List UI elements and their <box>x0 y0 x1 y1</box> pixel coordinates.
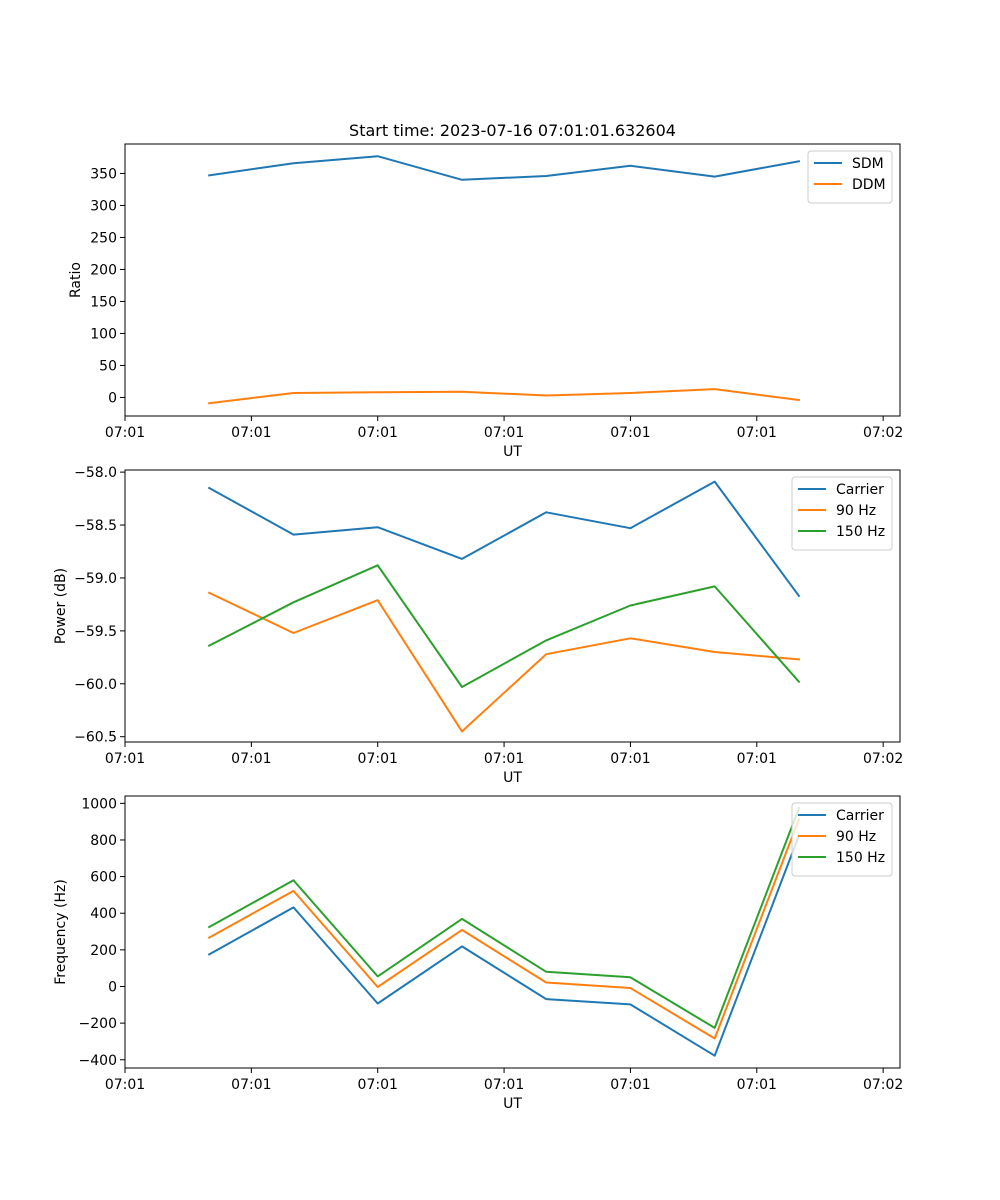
x-tick-label: 07:01 <box>231 751 271 767</box>
x-tick-label: 07:01 <box>105 1077 145 1093</box>
legend-label: DDM <box>852 177 886 193</box>
x-tick-label: 07:01 <box>610 751 650 767</box>
y-tick-label: 300 <box>90 198 117 214</box>
legend: Carrier 90 Hz 150 Hz <box>791 476 893 551</box>
x-tick-label: 07:02 <box>863 1077 903 1093</box>
legend-label: 90 Hz <box>836 503 876 519</box>
subplot-3: 07:01 07:01 07:01 07:01 07:01 07:01 07:02 −400 −… <box>53 795 903 1112</box>
x-tick-label: 07:01 <box>105 751 145 767</box>
plot-frame <box>124 795 901 1069</box>
plot-frame <box>124 143 901 417</box>
series-line-90-hz <box>207 818 801 1040</box>
x-tick-label: 07:01 <box>484 425 524 441</box>
legend-label: 150 Hz <box>836 850 885 866</box>
x-tick-label: 07:01 <box>358 1077 398 1093</box>
x-tick-label: 07:01 <box>610 1077 650 1093</box>
subplot-1: Start time: 2023-07-16 07:01:01.632604 07… <box>68 121 903 460</box>
y-axis-label: Ratio <box>68 262 84 298</box>
legend-label: Carrier <box>836 808 884 824</box>
x-tick-label: 07:01 <box>737 751 777 767</box>
y-tick-label: 600 <box>90 870 117 886</box>
legend-label: 90 Hz <box>836 829 876 845</box>
y-axis-label: Frequency (Hz) <box>53 879 69 985</box>
y-tick-label: 1000 <box>81 796 117 812</box>
series-line-90-hz <box>207 591 800 733</box>
chart-title: Start time: 2023-07-16 07:01:01.632604 <box>349 121 676 140</box>
x-tick-label: 07:01 <box>358 425 398 441</box>
series-line-150-hz <box>207 807 801 1029</box>
series-line-carrier <box>207 480 801 598</box>
x-tick-label: 07:01 <box>105 425 145 441</box>
x-tick-label: 07:01 <box>231 1077 271 1093</box>
subplot-2: 07:01 07:01 07:01 07:01 07:01 07:01 07:02 −60.5… <box>53 465 903 786</box>
x-tick-label: 07:01 <box>358 751 398 767</box>
x-tick-label: 07:02 <box>863 425 903 441</box>
y-tick-label: −58.5 <box>74 518 117 534</box>
y-tick-label: −60.5 <box>74 730 117 746</box>
x-tick-label: 07:01 <box>737 1077 777 1093</box>
y-tick-label: 250 <box>90 230 117 246</box>
legend: SDM DDM <box>807 150 893 204</box>
x-tick-label: 07:01 <box>231 425 271 441</box>
legend-label: SDM <box>852 156 884 172</box>
y-tick-label: 150 <box>90 294 117 310</box>
y-tick-label: 100 <box>90 326 117 342</box>
series-line-sdm <box>208 155 801 181</box>
y-tick-label: −200 <box>79 1016 117 1032</box>
x-axis-label: UT <box>503 444 522 460</box>
x-tick-label: 07:01 <box>484 751 524 767</box>
y-tick-label: −58.0 <box>74 465 117 481</box>
x-tick-label: 07:01 <box>484 1077 524 1093</box>
y-tick-label: 200 <box>90 262 117 278</box>
series-line-150-hz <box>207 564 801 688</box>
y-tick-label: 400 <box>90 906 117 922</box>
x-tick-label: 07:01 <box>737 425 777 441</box>
plot-frame <box>124 469 901 743</box>
legend-label: Carrier <box>836 482 884 498</box>
y-tick-label: 350 <box>90 166 117 182</box>
y-axis-label: Power (dB) <box>53 568 69 644</box>
x-tick-label: 07:01 <box>610 425 650 441</box>
series-line-ddm <box>208 388 801 405</box>
y-tick-label: −60.0 <box>74 677 117 693</box>
legend: Carrier 90 Hz 150 Hz <box>791 802 893 877</box>
y-tick-label: 800 <box>90 833 117 849</box>
y-tick-label: −59.5 <box>74 624 117 640</box>
y-tick-label: 0 <box>108 390 117 406</box>
y-tick-label: −59.0 <box>74 571 117 587</box>
series-line-carrier <box>207 834 801 1057</box>
x-tick-label: 07:02 <box>863 751 903 767</box>
y-tick-label: −400 <box>79 1053 117 1069</box>
legend-label: 150 Hz <box>836 524 885 540</box>
y-tick-label: 50 <box>99 358 117 374</box>
y-tick-label: 200 <box>90 943 117 959</box>
x-axis-label: UT <box>503 770 522 786</box>
y-tick-label: 0 <box>108 979 117 995</box>
x-axis-label: UT <box>503 1096 522 1112</box>
